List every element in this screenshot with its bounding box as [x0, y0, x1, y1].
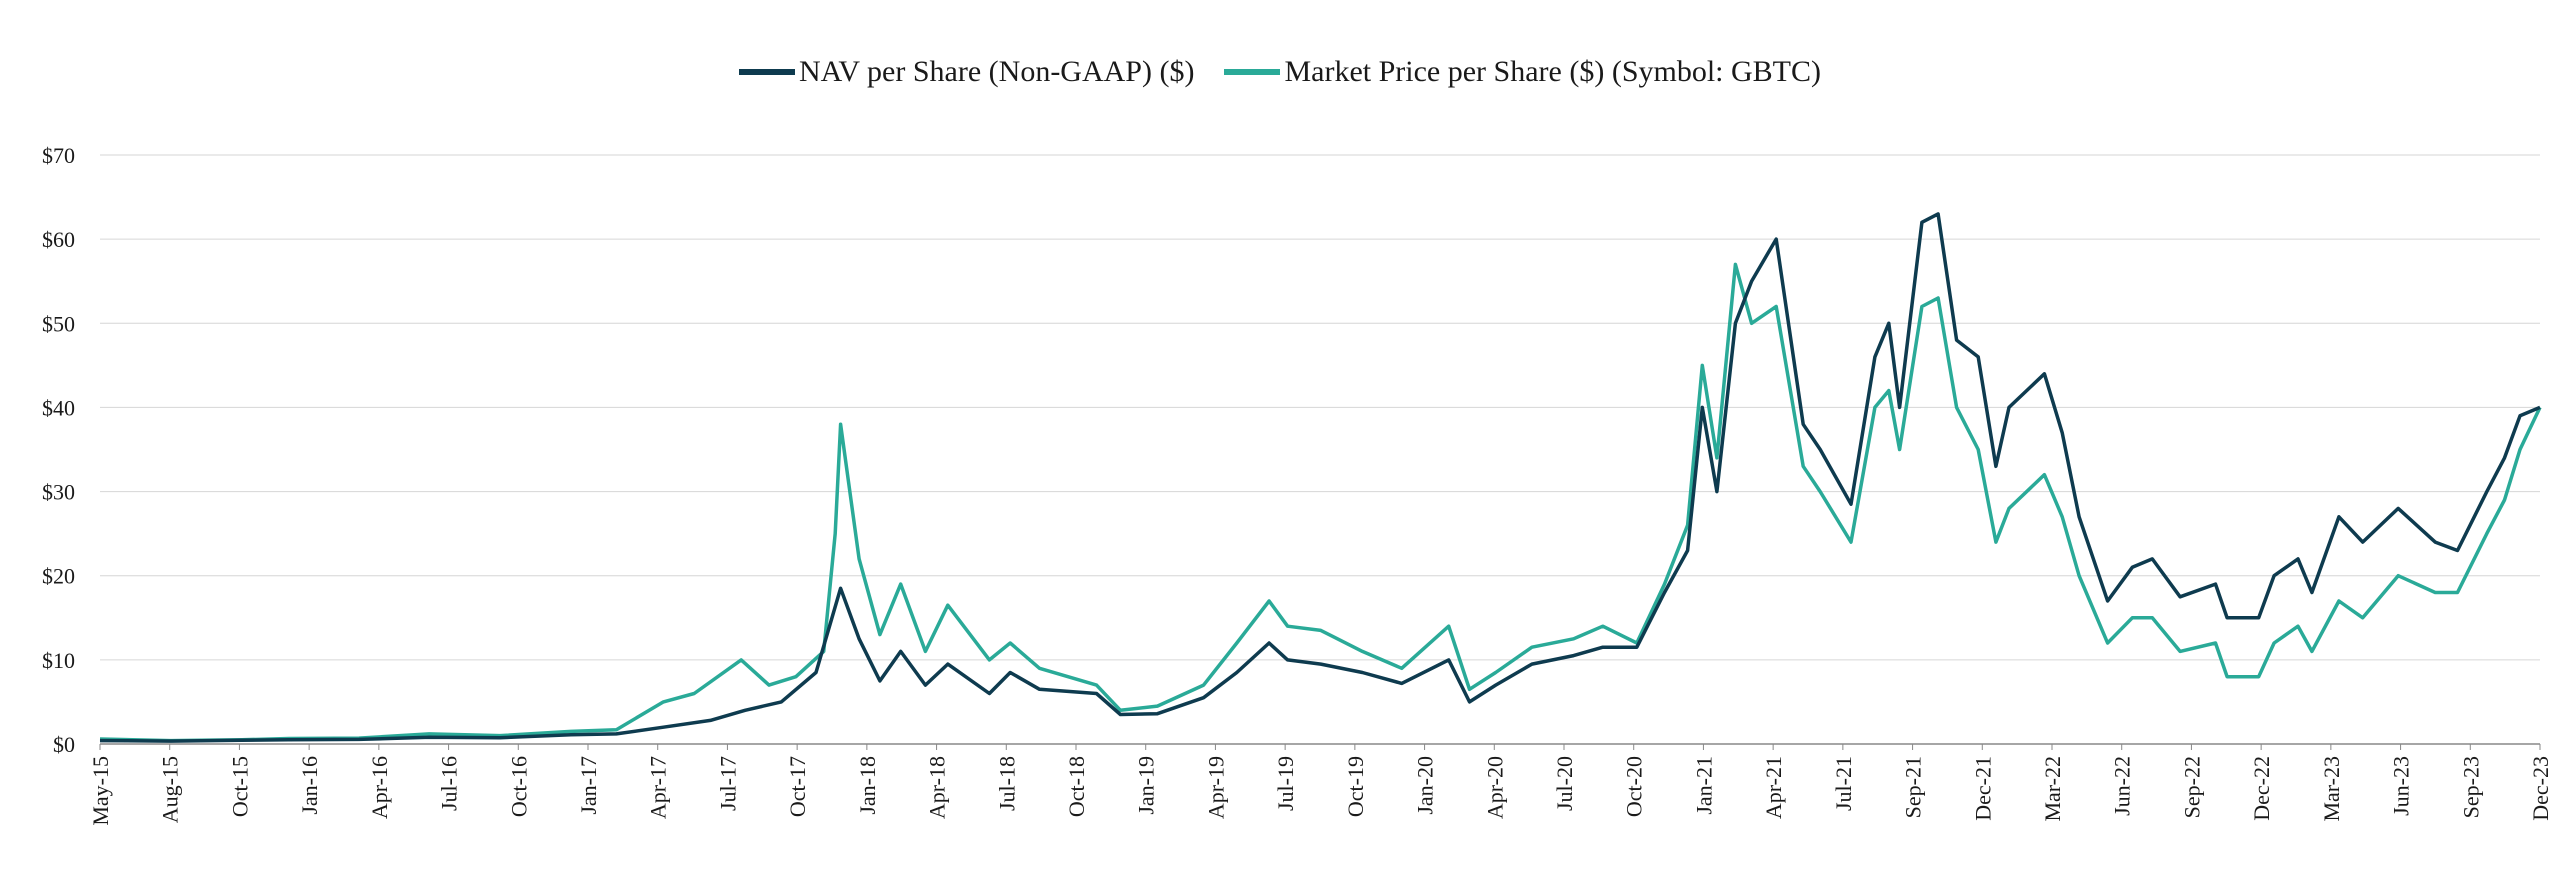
x-tick-label: Jul-19 [1273, 756, 1298, 811]
y-tick-label: $0 [53, 732, 75, 757]
x-tick-label: Jun-23 [2389, 756, 2414, 816]
x-tick-label: Jan-18 [855, 756, 880, 815]
x-tick-label: Oct-19 [1343, 756, 1368, 817]
x-tick-label: Oct-20 [1622, 756, 1647, 817]
x-tick-label: Jan-19 [1134, 756, 1159, 815]
x-tick-label: Oct-17 [785, 756, 810, 817]
legend-swatch-nav [738, 69, 795, 75]
x-tick-label: Apr-17 [646, 756, 671, 819]
y-tick-label: $30 [42, 480, 75, 505]
x-tick-label: Jan-17 [576, 756, 601, 815]
x-tick-label: Sep-23 [2458, 756, 2483, 818]
x-tick-label: Mar-23 [2319, 756, 2344, 822]
x-tick-label: Oct-16 [506, 756, 531, 817]
gridlines [100, 154, 2540, 745]
y-tick-label: $60 [42, 227, 75, 252]
y-tick-label: $10 [42, 648, 75, 673]
series-line-nav [99, 212, 2541, 743]
x-tick-label: Jan-16 [297, 756, 322, 815]
x-tick-label: Jan-20 [1413, 756, 1438, 815]
x-tick-label: Apr-21 [1761, 756, 1786, 819]
legend-label-market-price: Market Price per Share ($) (Symbol: GBTC… [1284, 55, 1822, 88]
x-tick-label: Jun-22 [2110, 756, 2135, 816]
legend-item-market-price: Market Price per Share ($) (Symbol: GBTC… [1224, 55, 1821, 89]
x-tick-label: Jul-16 [437, 756, 462, 811]
legend-swatch-market-price [1224, 69, 1281, 75]
y-tick-label: $40 [42, 395, 75, 420]
y-axis: $0 $10 $20 $30 $40 $50 $60 $70 [42, 143, 75, 757]
chart-legend: NAV per Share (Non-GAAP) ($) Market Pric… [0, 55, 2560, 89]
x-tick-label: Mar-22 [2040, 756, 2065, 822]
x-tick-label: Jul-21 [1831, 756, 1856, 811]
x-tick-label: Aug-15 [158, 756, 183, 823]
y-tick-label: $70 [42, 143, 75, 168]
x-tick-label: Dec-21 [1970, 756, 1995, 821]
x-tick-label: May-15 [88, 756, 113, 826]
x-tick-label: Apr-19 [1203, 756, 1228, 819]
y-tick-label: $20 [42, 564, 75, 589]
y-tick-label: $50 [42, 311, 75, 336]
series-lines [99, 212, 2542, 743]
x-tick-label: Apr-16 [367, 756, 392, 819]
x-tick-label: Oct-18 [1064, 756, 1089, 817]
x-tick-label: Jul-20 [1552, 756, 1577, 811]
x-tick-label: Sep-21 [1901, 756, 1926, 818]
x-tick-label: Apr-20 [1482, 756, 1507, 819]
x-tick-label: Jul-17 [715, 756, 740, 811]
legend-label-nav: NAV per Share (Non-GAAP) ($) [798, 55, 1195, 88]
x-tick-label: Apr-18 [925, 756, 950, 819]
series-line-market-price [99, 262, 2542, 743]
x-axis: May-15 Aug-15 Oct-15 Jan-16 Apr-16 Jul-16 Oct-… [88, 744, 2553, 826]
legend-item-nav: NAV per Share (Non-GAAP) ($) [738, 55, 1195, 89]
x-tick-label: Dec-22 [2249, 756, 2274, 821]
x-tick-label: Jul-18 [994, 756, 1019, 811]
x-tick-label: Sep-22 [2179, 756, 2204, 818]
x-tick-label: Dec-23 [2528, 756, 2553, 821]
x-tick-label: Oct-15 [227, 756, 252, 817]
x-tick-label: Jan-21 [1691, 756, 1716, 815]
